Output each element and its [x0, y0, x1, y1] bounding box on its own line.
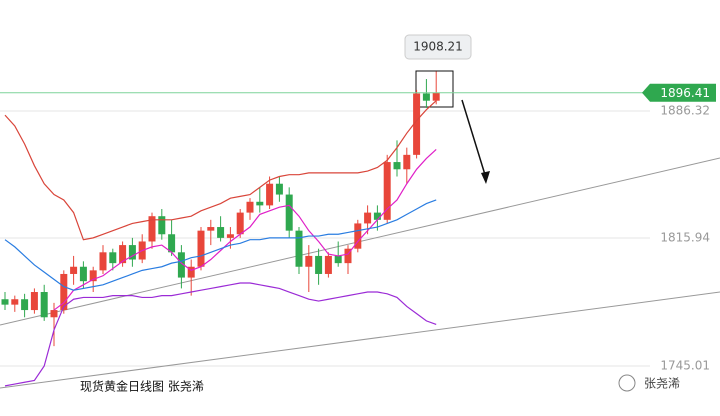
candle-body: [324, 255, 332, 274]
candle-body: [413, 93, 421, 155]
indicator-line: [4, 100, 437, 241]
last-price-tag: [642, 83, 716, 102]
candle-body: [354, 223, 362, 249]
candle-body: [207, 227, 215, 231]
indicator-line: [4, 199, 437, 291]
candle-body: [40, 292, 48, 318]
candle-body: [305, 255, 313, 267]
arrow: [461, 99, 487, 179]
candle-body: [344, 248, 352, 264]
candle-body: [422, 93, 430, 101]
candle-body: [109, 252, 117, 264]
candle-body: [148, 216, 156, 242]
candle-body: [119, 245, 127, 264]
candle-body: [30, 292, 38, 311]
candle-body: [246, 201, 254, 213]
candle-body: [266, 183, 274, 206]
candle-body: [236, 212, 244, 235]
indicator-line: [53, 148, 437, 311]
candle-body: [383, 162, 391, 220]
indicator-line: [4, 282, 437, 387]
candle-body: [197, 230, 205, 267]
candle-body: [168, 234, 176, 253]
highlight-box: [415, 70, 454, 108]
candle-body: [373, 212, 381, 220]
candle-body: [1, 299, 9, 305]
candle-body: [177, 252, 185, 278]
candle-body: [158, 216, 166, 235]
chart-title: 现货黄金日线图 张尧浠: [80, 379, 204, 394]
last-price-label: 1896.41: [660, 86, 710, 100]
watermark: 张尧浠: [644, 377, 680, 391]
candle-body: [89, 270, 97, 282]
candle-body: [11, 299, 19, 305]
candle-body: [128, 245, 136, 260]
candle-body: [187, 266, 195, 278]
candle-body: [275, 183, 283, 195]
candle-body: [393, 162, 401, 170]
y-tick-label: 1886.32: [660, 103, 710, 117]
candle-body: [79, 266, 87, 282]
high-label: 1908.21: [413, 40, 463, 54]
candle-body: [256, 201, 264, 206]
candle-body: [217, 227, 225, 238]
y-tick-label: 1815.94: [660, 230, 710, 244]
candle-body: [295, 230, 303, 267]
candle-body: [334, 255, 342, 264]
watermark-icon: [618, 374, 636, 392]
candle-body: [364, 212, 372, 224]
candle-body: [432, 92, 440, 101]
trend-line: [0, 291, 720, 389]
candle-body: [403, 154, 411, 170]
candle-body: [60, 273, 68, 311]
y-tick-label: 1745.01: [660, 358, 710, 372]
arrow-head: [481, 171, 490, 184]
candle-body: [285, 194, 293, 231]
high-label-box: [404, 34, 472, 60]
candle-body: [226, 234, 234, 238]
candle-body: [70, 266, 78, 274]
candle-body: [315, 255, 323, 274]
candle-body: [21, 299, 29, 311]
candle-body: [50, 310, 58, 318]
candle-body: [99, 252, 107, 271]
